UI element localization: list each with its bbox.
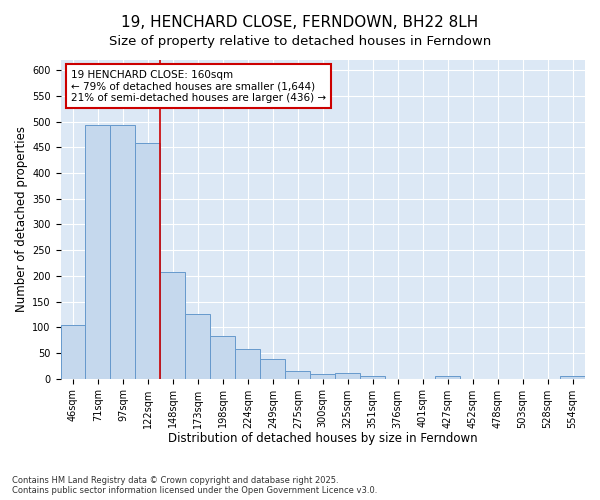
Y-axis label: Number of detached properties: Number of detached properties	[15, 126, 28, 312]
Bar	[360, 376, 385, 378]
Bar	[435, 376, 460, 378]
Bar	[335, 373, 360, 378]
Bar	[560, 376, 585, 378]
Bar	[260, 359, 285, 378]
Text: 19, HENCHARD CLOSE, FERNDOWN, BH22 8LH: 19, HENCHARD CLOSE, FERNDOWN, BH22 8LH	[121, 15, 479, 30]
Text: Contains HM Land Registry data © Crown copyright and database right 2025.
Contai: Contains HM Land Registry data © Crown c…	[12, 476, 377, 495]
Bar	[61, 324, 85, 378]
X-axis label: Distribution of detached houses by size in Ferndown: Distribution of detached houses by size …	[168, 432, 478, 445]
Bar	[185, 314, 211, 378]
Bar	[235, 350, 260, 378]
Bar	[85, 126, 110, 378]
Bar	[136, 142, 160, 378]
Bar	[211, 336, 235, 378]
Bar	[310, 374, 335, 378]
Text: 19 HENCHARD CLOSE: 160sqm
← 79% of detached houses are smaller (1,644)
21% of se: 19 HENCHARD CLOSE: 160sqm ← 79% of detac…	[71, 70, 326, 103]
Bar	[285, 372, 310, 378]
Bar	[110, 126, 136, 378]
Bar	[160, 272, 185, 378]
Text: Size of property relative to detached houses in Ferndown: Size of property relative to detached ho…	[109, 35, 491, 48]
